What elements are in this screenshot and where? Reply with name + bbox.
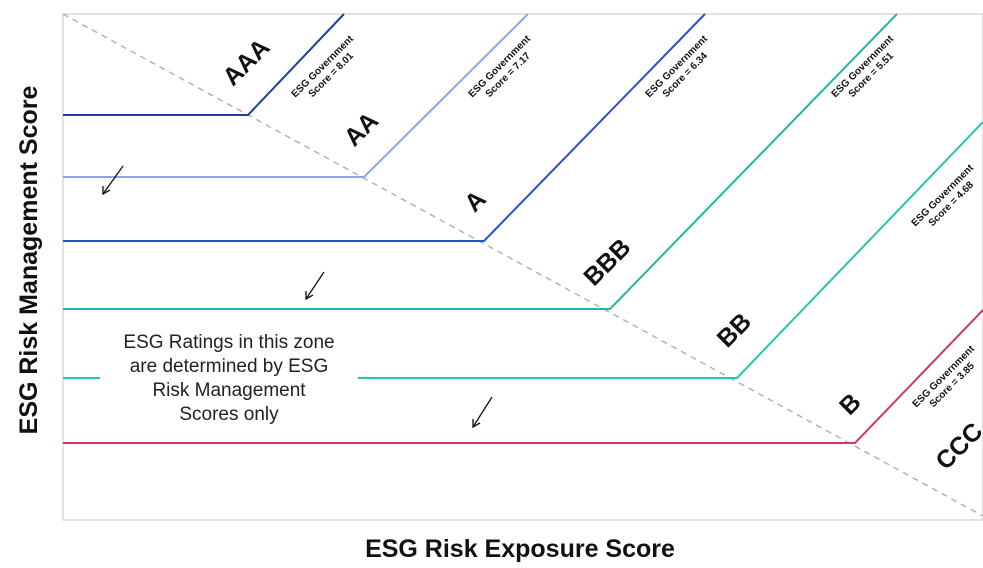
arrow-down-left-icon [102,165,124,196]
zone-note-line-2: are determined by ESG [130,356,329,377]
zone-note-line-4: Scores only [179,404,279,425]
zone-note-line-1: ESG Ratings in this zone [123,332,334,353]
zone-note-background [100,326,358,438]
y-axis-title: ESG Risk Management Score [15,86,43,435]
threshold-line-aaa [63,13,345,116]
diagonal-boundary [62,13,983,517]
threshold-line-aa [63,13,529,178]
threshold-line-bbb [63,13,898,310]
arrow-down-left-icon [472,396,493,429]
arrow-down-left-icon [305,271,325,301]
x-axis-title: ESG Risk Exposure Score [365,535,675,563]
zone-note-line-3: Risk Management [152,380,306,401]
threshold-line-b [63,309,983,444]
threshold-line-a [63,13,706,242]
